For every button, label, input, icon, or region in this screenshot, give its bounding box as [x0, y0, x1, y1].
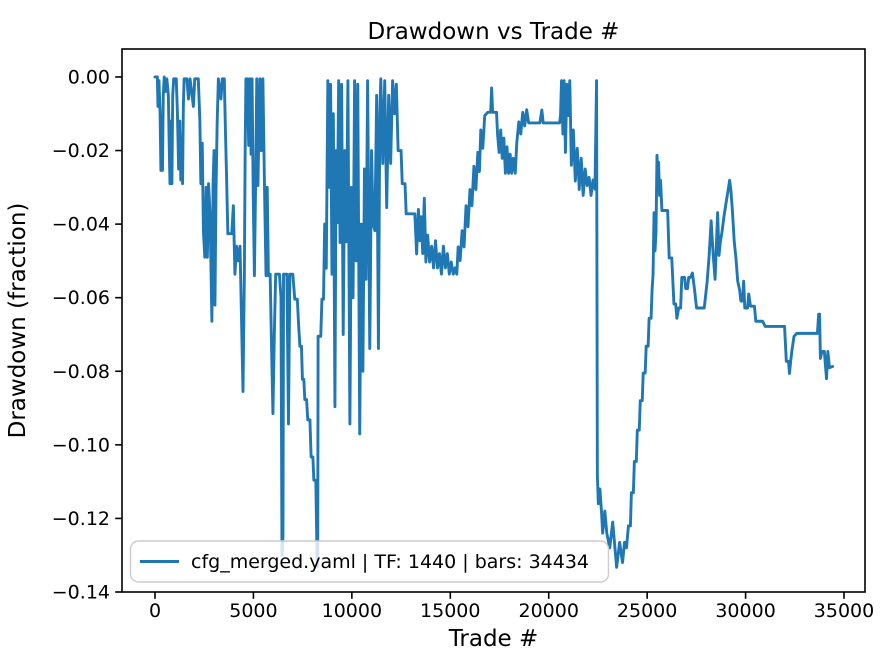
x-tick-label: 10000 — [322, 600, 382, 622]
x-tick-label: 35000 — [814, 600, 874, 622]
x-tick-label: 25000 — [617, 600, 677, 622]
x-tick-label: 15000 — [420, 600, 480, 622]
series-group — [153, 75, 835, 569]
x-axis: 0 5000 10000 15000 20000 25000 30000 35000 — [149, 592, 874, 622]
series-line — [153, 75, 835, 569]
x-tick-label: 30000 — [715, 600, 775, 622]
y-tick-label: −0.14 — [52, 582, 110, 604]
x-tick-label: 5000 — [229, 600, 277, 622]
y-tick-label: −0.04 — [52, 214, 110, 236]
y-tick-label: −0.12 — [52, 508, 110, 530]
y-axis: 0.00 −0.02 −0.04 −0.06 −0.08 −0.10 −0.12 −0.14 — [52, 66, 122, 604]
y-tick-label: 0.00 — [68, 66, 110, 88]
y-tick-label: −0.02 — [52, 140, 110, 162]
legend-label: cfg_merged.yaml | TF: 1440 | bars: 34434 — [191, 551, 589, 573]
x-tick-label: 0 — [149, 600, 161, 622]
x-tick-label: 20000 — [518, 600, 578, 622]
y-tick-label: −0.08 — [52, 361, 110, 383]
y-axis-label: Drawdown (fraction) — [5, 203, 31, 439]
legend-box — [129, 540, 610, 583]
legend: cfg_merged.yaml | TF: 1440 | bars: 34434 — [129, 540, 610, 583]
y-tick-label: −0.10 — [52, 434, 110, 456]
y-tick-label: −0.06 — [52, 287, 110, 309]
x-axis-label: Trade # — [448, 626, 539, 652]
chart-title: Drawdown vs Trade # — [368, 19, 620, 45]
plot-area — [121, 48, 866, 593]
